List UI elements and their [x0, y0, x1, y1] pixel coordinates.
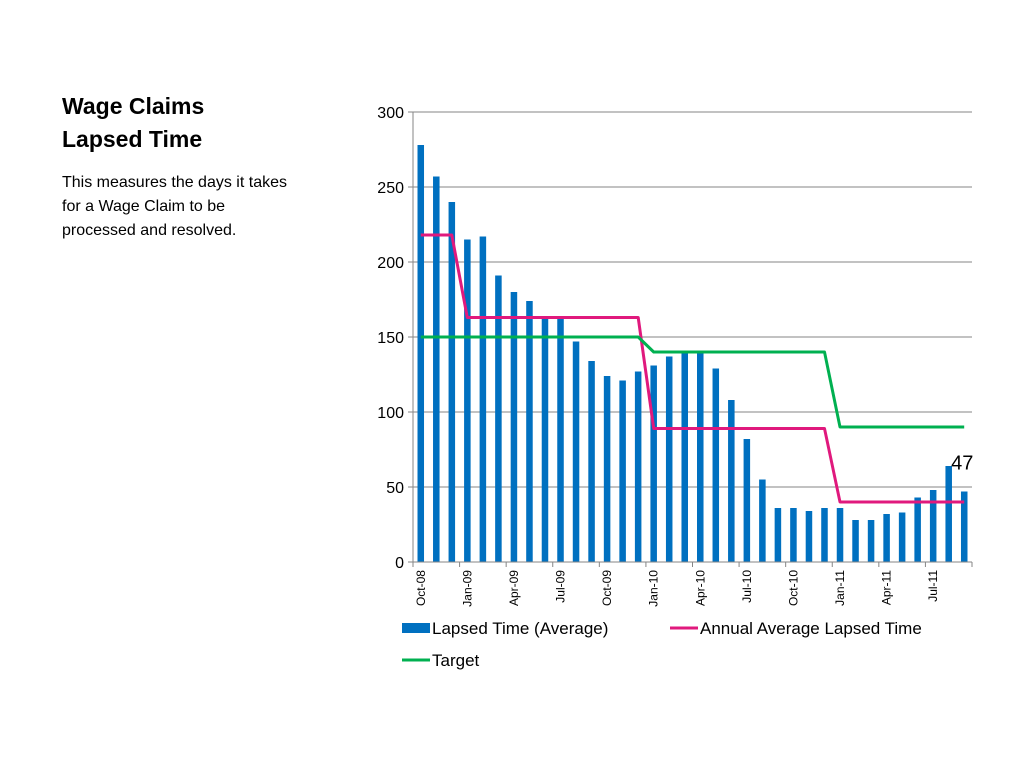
- slide-title: Wage Claims Lapsed Time: [62, 93, 205, 152]
- y-tick-label: 50: [386, 480, 404, 497]
- x-tick-label: Jul-11: [926, 570, 940, 602]
- axis-labels: 0 50 100 150 200 250 300 Oct-08 Jan-09 Apr-09 Jul-…: [377, 105, 973, 607]
- bar: [541, 319, 549, 562]
- x-tick-label: Jan-11: [833, 570, 847, 606]
- slide-text-block: Wage Claims Lapsed Time This measures th…: [62, 90, 332, 243]
- y-tick-label: 200: [377, 255, 404, 272]
- legend-label: Target: [432, 651, 480, 670]
- target-line: [420, 335, 965, 429]
- bar: [448, 202, 456, 562]
- y-tick-label: 100: [377, 405, 404, 422]
- bar: [836, 508, 844, 562]
- legend-label: Annual Average Lapsed Time: [700, 619, 922, 638]
- line-series: [420, 233, 965, 504]
- bar: [495, 275, 502, 562]
- x-tick-label: Apr-11: [880, 570, 894, 605]
- x-tick-label: Jan-10: [647, 570, 661, 607]
- x-tick-label: Jan-09: [460, 570, 474, 607]
- bar: [510, 292, 518, 562]
- x-tick-label: Apr-09: [507, 570, 521, 606]
- annual-average-lapsed-time-line: [420, 233, 965, 504]
- bar: [728, 400, 735, 562]
- data-label: 47: [951, 453, 973, 475]
- bar: [898, 512, 906, 562]
- bar: [805, 511, 813, 562]
- bar: [759, 479, 766, 562]
- legend-swatch: [402, 623, 430, 633]
- bar: [914, 497, 921, 562]
- legend-label: Lapsed Time (Average): [432, 619, 608, 638]
- x-tick-label: Jul-09: [554, 570, 568, 603]
- y-tick-label: 0: [395, 555, 404, 572]
- slide-description: This measures the days it takes for a Wa…: [62, 174, 287, 239]
- bar: [867, 520, 875, 562]
- x-tick-label: Oct-10: [786, 570, 800, 606]
- bar: [697, 350, 704, 562]
- bar: [790, 508, 797, 562]
- y-tick-label: 150: [377, 330, 404, 347]
- bar: [743, 439, 751, 562]
- bar: [557, 316, 564, 562]
- bar: [603, 376, 611, 562]
- bar: [634, 371, 642, 562]
- bar: [883, 514, 890, 562]
- bar: [619, 380, 626, 562]
- bar: [821, 508, 828, 562]
- bar: [681, 352, 688, 562]
- bar: [712, 368, 720, 562]
- x-tick-label: Oct-09: [600, 570, 614, 606]
- bar: [417, 145, 425, 562]
- bar: [433, 176, 440, 562]
- bar: [945, 466, 952, 562]
- bar: [960, 491, 968, 562]
- axes: [408, 111, 973, 567]
- bar: [588, 361, 595, 562]
- x-tick-label: Apr-10: [693, 570, 707, 606]
- bar: [929, 490, 937, 562]
- bar: [650, 365, 657, 562]
- bar: [479, 236, 487, 562]
- x-tick-label: Oct-08: [414, 570, 428, 606]
- bar: [526, 301, 533, 562]
- y-tick-label: 250: [377, 180, 404, 197]
- bar: [572, 341, 580, 562]
- bar: [774, 508, 782, 562]
- y-tick-label: 300: [377, 105, 404, 122]
- legend: Lapsed Time (Average) Annual Average Laps…: [402, 619, 922, 670]
- bar: [665, 356, 673, 562]
- bar: [852, 520, 859, 562]
- bar-series: [417, 145, 968, 562]
- bar: [464, 239, 471, 562]
- x-tick-label: Jul-10: [740, 570, 754, 603]
